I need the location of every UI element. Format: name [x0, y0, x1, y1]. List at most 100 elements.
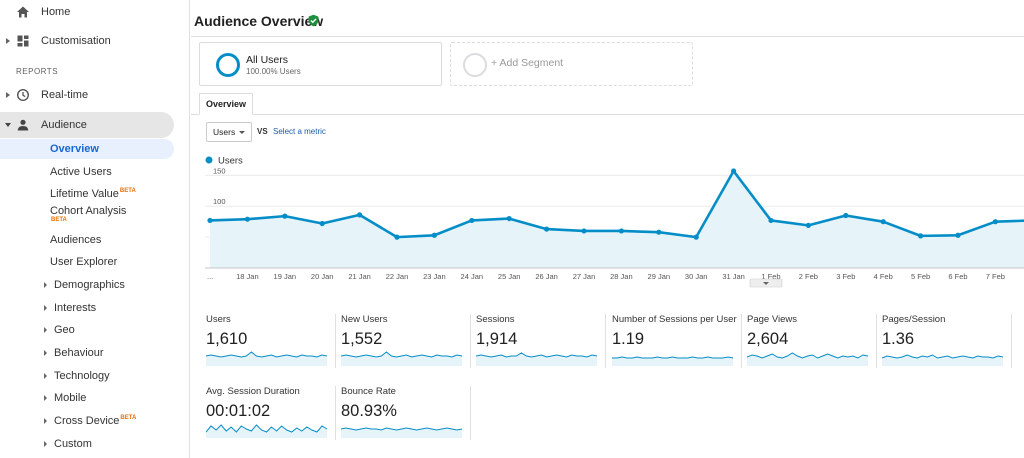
sidebar-subitem-user-explorer[interactable]: User Explorer	[0, 252, 190, 272]
sparkline	[882, 354, 1004, 366]
sidebar-subitem-demographics[interactable]: Demographics	[0, 275, 190, 295]
sidebar-item-realtime[interactable]: Real-time	[0, 84, 190, 106]
scorecard[interactable]: Avg. Session Duration 00:01:02	[206, 386, 341, 444]
vs-label: VS	[257, 127, 268, 136]
sidebar-subitem-audiences[interactable]: Audiences	[0, 230, 190, 250]
sidebar-item-customisation[interactable]: Customisation	[0, 30, 190, 52]
segment-all-users[interactable]: All Users 100.00% Users	[199, 42, 442, 86]
sparkline-fill	[206, 352, 327, 366]
sidebar-subitem-lifetime-value[interactable]: Lifetime ValueBETA	[0, 184, 190, 204]
page-title: Audience Overview	[194, 13, 324, 29]
sparkline-line	[476, 352, 598, 358]
data-point[interactable]	[768, 217, 774, 224]
sidebar-subitem-label: Overview	[50, 143, 99, 155]
y-tick-label: 150	[213, 166, 226, 175]
scorecard[interactable]: Number of Sessions per User 1.19	[612, 314, 747, 372]
data-point[interactable]	[992, 219, 999, 225]
data-point[interactable]	[880, 219, 886, 225]
data-point[interactable]	[431, 232, 437, 238]
scorecard-label: Pages/Session	[882, 314, 946, 325]
scorecard-divider	[335, 386, 336, 440]
scorecard-divider	[470, 386, 471, 440]
home-icon	[17, 6, 29, 18]
x-tick-label: 2 Feb	[799, 272, 818, 281]
y-tick-label: 100	[213, 197, 226, 206]
scorecard[interactable]: Bounce Rate 80.93%	[341, 386, 476, 444]
data-point[interactable]	[319, 220, 325, 227]
select-metric-link[interactable]: Select a metric	[273, 127, 326, 136]
x-tick-label: 20 Jan	[311, 272, 334, 281]
sparkline-fill	[476, 353, 597, 366]
scorecard-label: Page Views	[747, 314, 797, 325]
sidebar-subitem-mobile[interactable]: Mobile	[0, 388, 190, 408]
x-tick-label: 18 Jan	[236, 272, 259, 281]
scorecard-divider	[741, 314, 742, 368]
x-tick-label: 19 Jan	[274, 272, 297, 281]
sidebar-subitem-technology[interactable]: Technology	[0, 366, 190, 386]
verified-shield-icon	[308, 14, 319, 27]
sidebar-subitem-behaviour[interactable]: Behaviour	[0, 343, 190, 363]
scorecard-divider	[335, 314, 336, 368]
data-point[interactable]	[207, 217, 213, 224]
scorecard-label: Sessions	[476, 314, 515, 325]
sparkline-fill	[341, 428, 462, 438]
lifetime-value-label: Lifetime Value	[50, 188, 119, 200]
chevron-right-icon	[44, 305, 47, 311]
scorecard-label: Bounce Rate	[341, 386, 396, 397]
data-point[interactable]	[805, 222, 812, 228]
sidebar-subitem-cross-device[interactable]: Cross DeviceBETA	[0, 411, 190, 431]
x-tick-label: 29 Jan	[648, 272, 671, 281]
sidebar-subitem-interests[interactable]: Interests	[0, 298, 190, 318]
sparkline-line	[206, 424, 328, 433]
data-point[interactable]	[731, 168, 737, 174]
data-point[interactable]	[469, 217, 475, 224]
tab-overview[interactable]: Overview	[199, 93, 254, 115]
sidebar-item-audience[interactable]: Audience	[0, 112, 174, 138]
segment-percentage: 100.00% Users	[246, 67, 301, 76]
segment-name: All Users	[246, 54, 289, 66]
data-point[interactable]	[693, 234, 699, 240]
sidebar-subitem-geo[interactable]: Geo	[0, 320, 190, 340]
data-point[interactable]	[918, 233, 924, 239]
data-point[interactable]	[581, 228, 587, 234]
sidebar-subitem-active-users[interactable]: Active Users	[0, 162, 190, 182]
sparkline-line	[206, 351, 328, 358]
data-point[interactable]	[244, 216, 250, 222]
data-point[interactable]	[618, 228, 624, 234]
x-axis-labels: ... 18 Jan 19 Jan 20 Jan 21 Jan 22 Jan 23 Jan 2…	[207, 272, 1005, 281]
sidebar-item-home[interactable]: Home	[0, 1, 190, 23]
sidebar-subitem-label: Mobile	[54, 392, 87, 404]
chevron-right-icon	[44, 418, 47, 424]
scorecard[interactable]: Sessions 1,914	[476, 314, 611, 372]
scorecard[interactable]: New Users 1,552	[341, 314, 476, 372]
add-segment-button[interactable]: + Add Segment	[450, 42, 693, 86]
sidebar-subitem-cohort-analysis[interactable]: Cohort Analysis BETA	[0, 203, 190, 223]
data-point[interactable]	[357, 212, 363, 218]
sidebar-subitem-custom[interactable]: Custom	[0, 434, 190, 454]
data-point[interactable]	[955, 232, 961, 238]
sidebar: Home Customisation REPORTS Real-time	[0, 0, 190, 458]
scorecard-value: 1,914	[476, 330, 518, 348]
data-point[interactable]	[656, 229, 662, 235]
chevron-right-icon	[44, 327, 47, 333]
scorecard-value: 00:01:02	[206, 402, 271, 420]
data-point[interactable]	[843, 212, 849, 219]
data-point[interactable]	[544, 226, 550, 232]
sidebar-subitem-overview[interactable]: Overview	[0, 139, 174, 159]
scorecard[interactable]: Users 1,610	[206, 314, 341, 372]
main-content: Audience Overview All Users 100.00% User…	[191, 0, 1024, 458]
data-point[interactable]	[282, 213, 288, 219]
chevron-right-icon	[44, 441, 47, 447]
scorecard[interactable]: Page Views 2,604	[747, 314, 882, 372]
chevron-down-icon	[763, 282, 769, 285]
data-point[interactable]	[506, 215, 512, 222]
scorecard-value: 1,552	[341, 330, 383, 348]
scorecard-divider	[605, 314, 606, 368]
sidebar-item-label: Real-time	[41, 89, 89, 101]
sparkline	[747, 352, 869, 366]
data-point[interactable]	[394, 234, 400, 240]
scorecard-value: 1.19	[612, 330, 645, 348]
scorecard[interactable]: Pages/Session 1.36	[882, 314, 1017, 372]
x-tick-label: 28 Jan	[610, 272, 633, 281]
metric-dropdown[interactable]: Users	[206, 122, 252, 142]
